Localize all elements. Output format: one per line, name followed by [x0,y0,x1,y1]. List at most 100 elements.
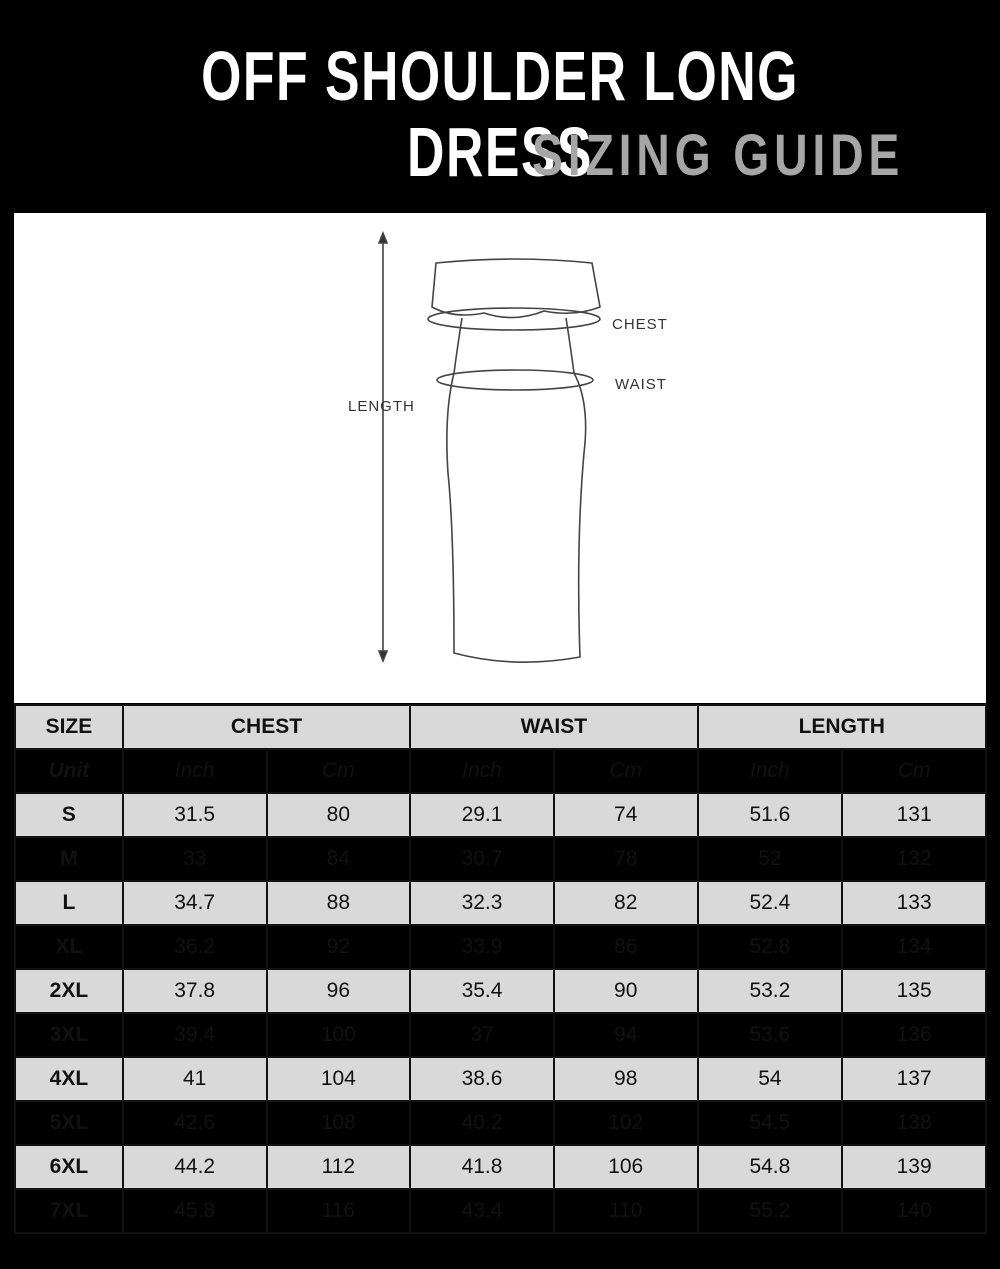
table-row: 3XL 39.4 100 37 94 53.6 136 [14,1012,987,1058]
measurement-cell: 31.5 [121,792,268,838]
measurement-cell: 90 [552,968,699,1014]
measurement-cell: 54.8 [696,1144,844,1190]
measurement-cell: 112 [265,1144,412,1190]
measurement-cell: 54 [696,1056,844,1102]
table-row: XL 36.2 92 33.9 86 52.8 134 [14,924,987,970]
unit-cell: Inch [409,748,555,794]
size-cell: 4XL [14,1056,124,1102]
measurement-cell: 133 [841,880,987,926]
size-cell: 3XL [14,1012,124,1058]
measurement-cell: 137 [841,1056,987,1102]
measurement-cell: 45.8 [121,1188,268,1234]
waist-measure-line [436,369,594,391]
measurement-cell: 138 [841,1100,987,1146]
size-cell: 2XL [14,968,124,1014]
measurement-cell: 80 [265,792,412,838]
table-row: 6XL 44.2 112 41.8 106 54.8 139 [14,1144,987,1190]
header-size: SIZE [14,704,124,750]
dress-top-band [431,258,601,319]
measurement-cell: 100 [265,1012,412,1058]
table-row: 4XL 41 104 38.6 98 54 137 [14,1056,987,1102]
measurement-cell: 53.2 [696,968,844,1014]
size-cell: 7XL [14,1188,124,1234]
arrow-head-bottom [377,650,389,664]
measurement-cell: 78 [552,836,699,882]
length-label: LENGTH [348,398,415,415]
measurement-cell: 37.8 [121,968,268,1014]
measurement-cell: 131 [841,792,987,838]
table-row: M 33 84 30.7 78 52 132 [14,836,987,882]
measurement-cell: 41 [121,1056,268,1102]
unit-row: Unit Inch Cm Inch Cm Inch Cm [14,748,987,794]
dress-body [446,317,587,663]
header-length: LENGTH [696,704,988,750]
measurement-cell: 33 [121,836,268,882]
size-cell: 5XL [14,1100,124,1146]
measurement-cell: 82 [552,880,699,926]
measurement-cell: 116 [265,1188,412,1234]
measurement-cell: 108 [265,1100,412,1146]
measurement-cell: 37 [409,1012,555,1058]
measurement-cell: 54.5 [696,1100,844,1146]
size-cell: 6XL [14,1144,124,1190]
header-waist: WAIST [409,704,699,750]
measurement-cell: 39.4 [121,1012,268,1058]
measurement-cell: 86 [552,924,699,970]
waist-label: WAIST [615,376,667,393]
measurement-cell: 55.2 [696,1188,844,1234]
header-chest: CHEST [121,704,412,750]
measurement-cell: 140 [841,1188,987,1234]
measurement-cell: 29.1 [409,792,555,838]
measurement-cell: 139 [841,1144,987,1190]
measurement-cell: 36.2 [121,924,268,970]
table-row: 7XL 45.8 116 43.4 110 55.2 140 [14,1188,987,1234]
measurement-cell: 98 [552,1056,699,1102]
unit-cell: Inch [121,748,268,794]
size-cell: L [14,880,124,926]
measurement-cell: 136 [841,1012,987,1058]
chest-measure-line [427,307,601,331]
size-cell: XL [14,924,124,970]
measurement-cell: 132 [841,836,987,882]
measurement-cell: 30.7 [409,836,555,882]
measurement-cell: 38.6 [409,1056,555,1102]
table-row: 5XL 42.6 108 40.2 102 54.5 138 [14,1100,987,1146]
dress-diagram: CHEST WAIST LENGTH [348,230,668,664]
measurement-cell: 52.4 [696,880,844,926]
measurement-cell: 135 [841,968,987,1014]
measurement-cell: 74 [552,792,699,838]
measurement-cell: 51.6 [696,792,844,838]
measurement-cell: 134 [841,924,987,970]
unit-cell: Cm [265,748,412,794]
measurement-cell: 34.7 [121,880,268,926]
size-table: SIZE CHEST WAIST LENGTH Unit Inch Cm Inc… [14,704,988,1234]
measurement-cell: 84 [265,836,412,882]
measurement-cell: 96 [265,968,412,1014]
measurement-cell: 42.6 [121,1100,268,1146]
unit-cell: Cm [552,748,699,794]
measurement-cell: 35.4 [409,968,555,1014]
unit-cell: Inch [696,748,844,794]
measurement-cell: 104 [265,1056,412,1102]
measurement-cell: 53.6 [696,1012,844,1058]
table-row: L 34.7 88 32.3 82 52.4 133 [14,880,987,926]
measurement-cell: 52.8 [696,924,844,970]
size-cell: M [14,836,124,882]
measurement-cell: 41.8 [409,1144,555,1190]
measurement-cell: 33.9 [409,924,555,970]
size-cell: S [14,792,124,838]
arrow-head-top [377,230,389,244]
measurement-cell: 110 [552,1188,699,1234]
page-title: OFF SHOULDER LONG DRESS [201,37,799,191]
measurement-cell: 52 [696,836,844,882]
measurement-cell: 88 [265,880,412,926]
table-row: 2XL 37.8 96 35.4 90 53.2 135 [14,968,987,1014]
measurement-cell: 92 [265,924,412,970]
unit-label: Unit [14,748,124,794]
unit-cell: Cm [841,748,987,794]
measurement-cell: 40.2 [409,1100,555,1146]
measurement-cell: 94 [552,1012,699,1058]
measurement-cell: 32.3 [409,880,555,926]
table-row: S 31.5 80 29.1 74 51.6 131 [14,792,987,838]
chest-label: CHEST [612,316,668,333]
